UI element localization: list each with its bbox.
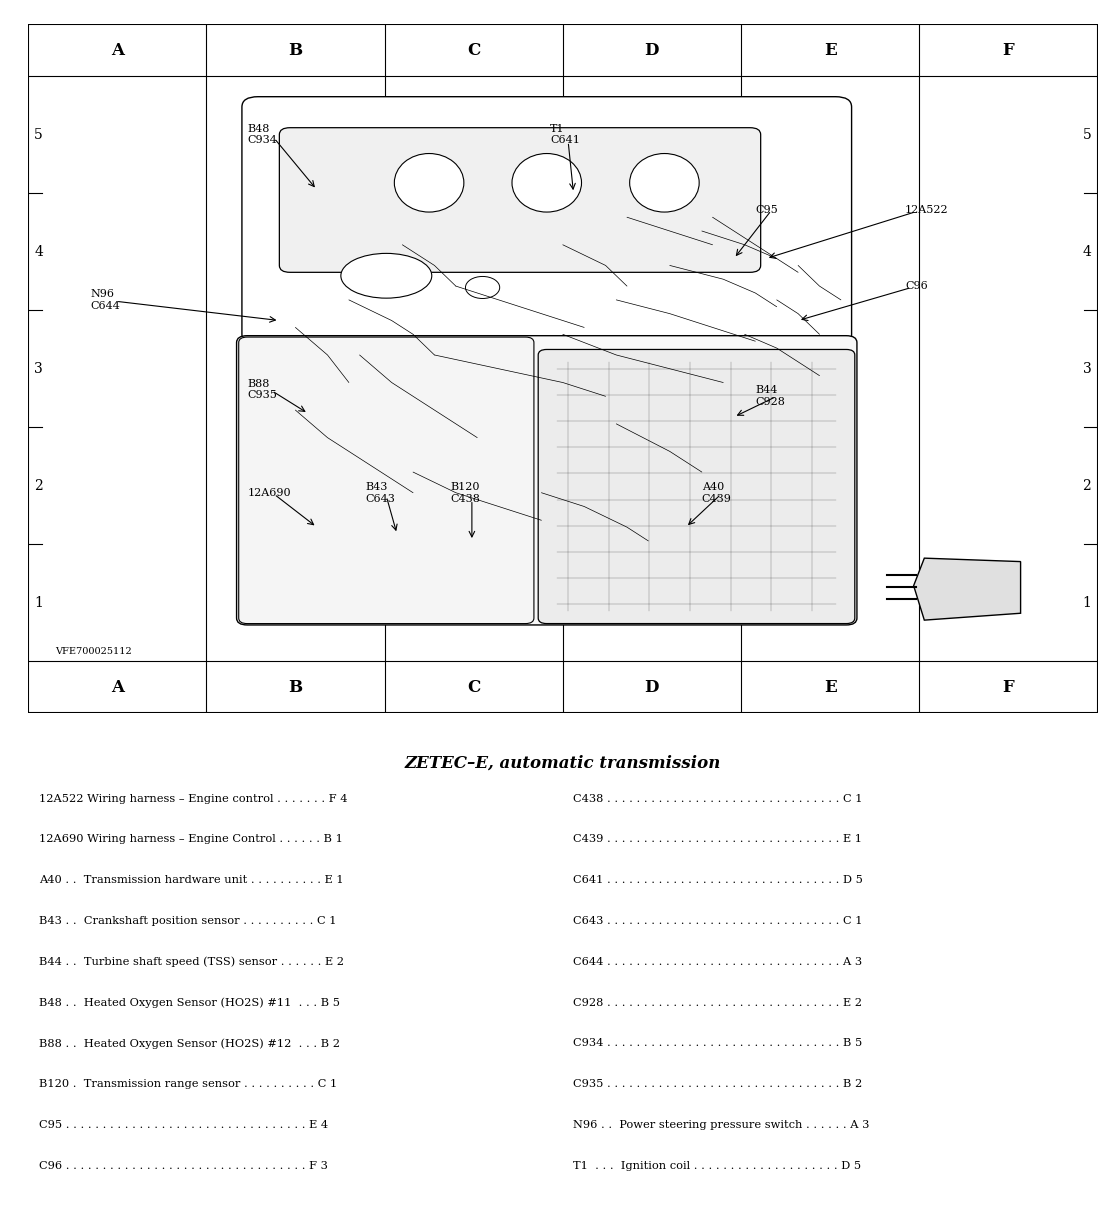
- Text: 5: 5: [1083, 128, 1091, 141]
- Text: B43
C643: B43 C643: [365, 482, 394, 503]
- Text: C644 . . . . . . . . . . . . . . . . . . . . . . . . . . . . . . . . A 3: C644 . . . . . . . . . . . . . . . . . .…: [573, 957, 862, 967]
- Text: D: D: [645, 679, 660, 696]
- Text: F: F: [1002, 41, 1015, 59]
- Text: C96 . . . . . . . . . . . . . . . . . . . . . . . . . . . . . . . . . F 3: C96 . . . . . . . . . . . . . . . . . . …: [39, 1160, 327, 1171]
- Text: C438 . . . . . . . . . . . . . . . . . . . . . . . . . . . . . . . . C 1: C438 . . . . . . . . . . . . . . . . . .…: [573, 794, 864, 803]
- FancyBboxPatch shape: [539, 350, 855, 624]
- Text: B43 . .  Crankshaft position sensor . . . . . . . . . . C 1: B43 . . Crankshaft position sensor . . .…: [39, 915, 336, 926]
- Text: D: D: [645, 41, 660, 59]
- Text: 2: 2: [35, 479, 43, 492]
- Text: C96: C96: [905, 282, 927, 291]
- Text: T1
C641: T1 C641: [550, 124, 580, 145]
- Text: B44
C928: B44 C928: [755, 385, 785, 407]
- Text: A40
C439: A40 C439: [702, 482, 731, 503]
- Ellipse shape: [340, 254, 432, 299]
- Text: C934 . . . . . . . . . . . . . . . . . . . . . . . . . . . . . . . . B 5: C934 . . . . . . . . . . . . . . . . . .…: [573, 1039, 862, 1048]
- Text: B48 . .  Heated Oxygen Sensor (HO2S) #11  . . . B 5: B48 . . Heated Oxygen Sensor (HO2S) #11 …: [39, 997, 339, 1008]
- Text: B: B: [288, 679, 302, 696]
- Text: 2: 2: [1083, 479, 1091, 492]
- Text: C928 . . . . . . . . . . . . . . . . . . . . . . . . . . . . . . . . E 2: C928 . . . . . . . . . . . . . . . . . .…: [573, 997, 862, 1008]
- Text: 3: 3: [1083, 362, 1091, 375]
- Text: C: C: [467, 679, 480, 696]
- Text: E: E: [824, 41, 837, 59]
- Text: C935 . . . . . . . . . . . . . . . . . . . . . . . . . . . . . . . . B 2: C935 . . . . . . . . . . . . . . . . . .…: [573, 1079, 862, 1090]
- Text: C641 . . . . . . . . . . . . . . . . . . . . . . . . . . . . . . . . D 5: C641 . . . . . . . . . . . . . . . . . .…: [573, 875, 864, 885]
- FancyBboxPatch shape: [236, 335, 857, 625]
- Text: B48
C934: B48 C934: [248, 124, 277, 145]
- Text: C643 . . . . . . . . . . . . . . . . . . . . . . . . . . . . . . . . C 1: C643 . . . . . . . . . . . . . . . . . .…: [573, 915, 864, 926]
- FancyBboxPatch shape: [242, 96, 851, 345]
- Text: A40 . .  Transmission hardware unit . . . . . . . . . . E 1: A40 . . Transmission hardware unit . . .…: [39, 875, 344, 885]
- Text: B120 .  Transmission range sensor . . . . . . . . . . C 1: B120 . Transmission range sensor . . . .…: [39, 1079, 337, 1090]
- Text: 12A690 Wiring harness – Engine Control . . . . . . B 1: 12A690 Wiring harness – Engine Control .…: [39, 834, 343, 845]
- Text: B: B: [288, 41, 302, 59]
- Text: 4: 4: [1082, 245, 1091, 258]
- Text: N96
C644: N96 C644: [90, 289, 120, 311]
- Text: 1: 1: [1082, 596, 1091, 610]
- Text: B88 . .  Heated Oxygen Sensor (HO2S) #12  . . . B 2: B88 . . Heated Oxygen Sensor (HO2S) #12 …: [39, 1039, 339, 1048]
- FancyBboxPatch shape: [239, 338, 534, 624]
- Text: A: A: [111, 41, 123, 59]
- Text: 5: 5: [35, 128, 43, 141]
- Text: 12A522: 12A522: [905, 205, 949, 216]
- Text: 12A690: 12A690: [248, 488, 291, 497]
- Text: C95: C95: [755, 205, 778, 216]
- Text: 4: 4: [35, 245, 44, 258]
- Text: ZETEC–E, automatic transmission: ZETEC–E, automatic transmission: [404, 755, 721, 772]
- Text: 12A522 Wiring harness – Engine control . . . . . . . F 4: 12A522 Wiring harness – Engine control .…: [39, 794, 347, 803]
- Text: B120
C438: B120 C438: [450, 482, 480, 503]
- Text: T1  . . .  Ignition coil . . . . . . . . . . . . . . . . . . . . D 5: T1 . . . Ignition coil . . . . . . . . .…: [573, 1160, 861, 1171]
- Text: C95 . . . . . . . . . . . . . . . . . . . . . . . . . . . . . . . . . E 4: C95 . . . . . . . . . . . . . . . . . . …: [39, 1120, 328, 1130]
- Ellipse shape: [466, 277, 500, 299]
- Polygon shape: [914, 558, 1020, 620]
- Text: N96 . .  Power steering pressure switch . . . . . . A 3: N96 . . Power steering pressure switch .…: [573, 1120, 870, 1130]
- Text: E: E: [824, 679, 837, 696]
- Text: B88
C935: B88 C935: [248, 379, 277, 400]
- Text: 1: 1: [35, 596, 44, 610]
- Text: F: F: [1002, 679, 1015, 696]
- FancyBboxPatch shape: [279, 128, 760, 272]
- Ellipse shape: [629, 154, 699, 212]
- Text: 3: 3: [35, 362, 43, 375]
- Ellipse shape: [512, 154, 581, 212]
- Text: C: C: [467, 41, 480, 59]
- Text: C439 . . . . . . . . . . . . . . . . . . . . . . . . . . . . . . . . E 1: C439 . . . . . . . . . . . . . . . . . .…: [573, 834, 862, 845]
- Text: A: A: [111, 679, 123, 696]
- Text: B44 . .  Turbine shaft speed (TSS) sensor . . . . . . E 2: B44 . . Turbine shaft speed (TSS) sensor…: [39, 957, 344, 967]
- Text: VFE700025112: VFE700025112: [55, 647, 131, 656]
- Ellipse shape: [394, 154, 464, 212]
